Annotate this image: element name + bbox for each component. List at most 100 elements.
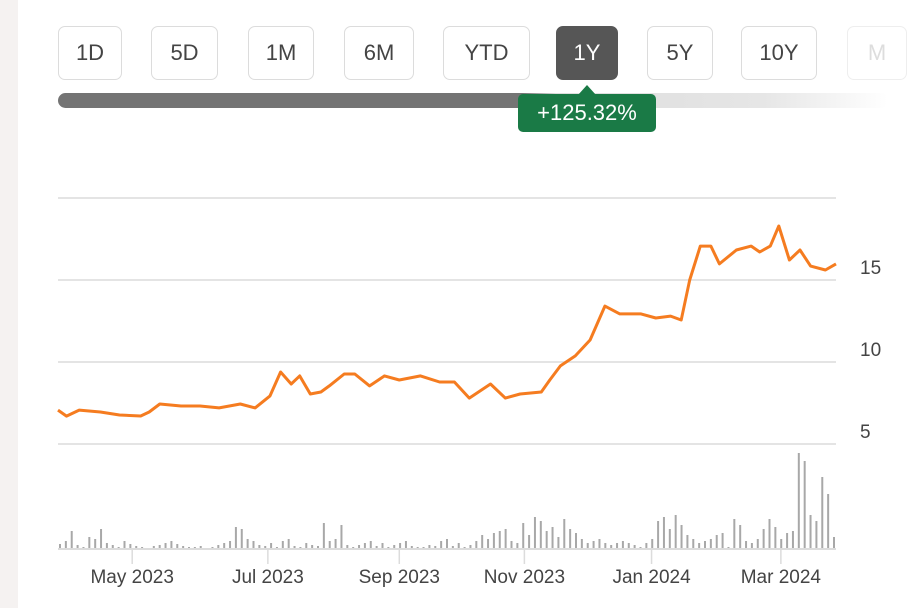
y-tick-label: 15 — [860, 258, 881, 279]
volume-bar — [768, 519, 771, 549]
volume-bar — [152, 546, 155, 549]
volume-bar — [240, 529, 243, 549]
x-tick-label: May 2023 — [90, 567, 173, 588]
range-button-1m[interactable]: 1M — [248, 26, 314, 80]
volume-bar — [827, 494, 830, 549]
volume-bar — [440, 541, 443, 549]
volume-bar — [451, 546, 454, 549]
volume-bar — [334, 539, 337, 549]
volume-bar — [504, 529, 507, 549]
volume-bar — [739, 525, 742, 549]
volume-bar — [176, 544, 179, 549]
volume-bar — [123, 541, 126, 549]
volume-bar — [246, 539, 249, 549]
range-button-m[interactable]: M — [847, 26, 907, 80]
range-button-6m[interactable]: 6M — [344, 26, 414, 80]
volume-bar — [575, 533, 577, 549]
volume-bar — [797, 453, 800, 549]
volume-bar — [780, 539, 783, 549]
volume-bar — [586, 543, 589, 549]
volume-bar — [668, 529, 671, 549]
volume-bar — [393, 545, 396, 549]
volume-bar — [293, 546, 296, 549]
x-tick-label: Jul 2023 — [232, 567, 304, 588]
volume-bar — [786, 533, 789, 549]
volume-bar — [704, 541, 706, 549]
x-tick-label: Nov 2023 — [484, 567, 565, 588]
range-button-1d[interactable]: 1D — [58, 26, 122, 80]
volume-bar — [598, 539, 601, 549]
volume-bar — [715, 535, 718, 549]
volume-bar — [229, 541, 232, 549]
volume-bar — [774, 527, 777, 549]
volume-bar — [803, 461, 806, 549]
range-scrollbar[interactable] — [58, 93, 888, 108]
volume-bar — [645, 543, 648, 549]
volume-bar — [375, 546, 378, 549]
volume-bar — [475, 541, 478, 549]
volume-bar — [604, 543, 607, 549]
volume-bar — [100, 529, 103, 549]
volume-bar — [833, 537, 835, 549]
volume-bar — [234, 527, 237, 549]
volume-bar — [111, 545, 114, 549]
volume-bar — [457, 543, 460, 549]
volume-bar — [129, 544, 132, 549]
volume-bar — [528, 535, 531, 549]
x-tick-label: Jan 2024 — [612, 567, 691, 588]
volume-bar — [70, 531, 73, 549]
volume-bar — [692, 539, 695, 549]
volume-bar — [358, 545, 361, 549]
volume-bar — [522, 523, 525, 549]
volume-bar — [170, 541, 173, 549]
volume-bar — [64, 541, 67, 549]
volume-bar — [498, 531, 501, 549]
volume-bar — [815, 521, 818, 549]
volume-bar — [809, 515, 812, 549]
volume-bar — [164, 543, 167, 549]
volume-bar — [434, 546, 437, 549]
volume-bar — [516, 543, 519, 549]
volume-bar — [481, 535, 484, 549]
volume-bar — [223, 543, 226, 549]
volume-bar — [539, 521, 542, 549]
volume-bar — [305, 543, 308, 549]
volume-bar — [592, 541, 595, 549]
volume-bar — [756, 539, 759, 549]
volume-bar — [662, 517, 665, 549]
volume-bar — [428, 545, 431, 549]
volume-bar — [346, 545, 349, 549]
volume-bar — [217, 545, 220, 549]
volume-bar — [709, 539, 712, 549]
volume-bar — [821, 477, 824, 549]
volume-bar — [557, 537, 560, 549]
volume-bar — [610, 545, 613, 549]
volume-bar — [733, 519, 736, 549]
volume-bar — [674, 515, 677, 549]
volume-bar — [88, 537, 91, 549]
volume-bar — [657, 521, 660, 549]
range-button-10y[interactable]: 10Y — [741, 26, 817, 80]
range-button-1y[interactable]: 1Y — [556, 26, 618, 80]
volume-bar — [363, 543, 366, 549]
volume-bar — [469, 545, 472, 549]
volume-bar — [492, 533, 495, 549]
x-tick-label: Mar 2024 — [741, 567, 822, 588]
volume-bar — [680, 525, 683, 549]
volume-bar — [135, 546, 138, 549]
volume-bar — [340, 525, 343, 549]
volume-bar — [381, 543, 384, 549]
volume-bar — [311, 545, 314, 549]
volume-bar — [281, 541, 284, 549]
volume-bar — [580, 539, 583, 549]
volume-bar — [510, 541, 513, 549]
price-line — [57, 224, 837, 418]
range-button-5y[interactable]: 5Y — [647, 26, 713, 80]
volume-bar — [621, 541, 624, 549]
volume-bar — [270, 543, 273, 549]
volume-bar — [651, 539, 654, 549]
volume-bar — [762, 529, 765, 549]
range-button-ytd[interactable]: YTD — [443, 26, 530, 80]
range-button-5d[interactable]: 5D — [151, 26, 218, 80]
